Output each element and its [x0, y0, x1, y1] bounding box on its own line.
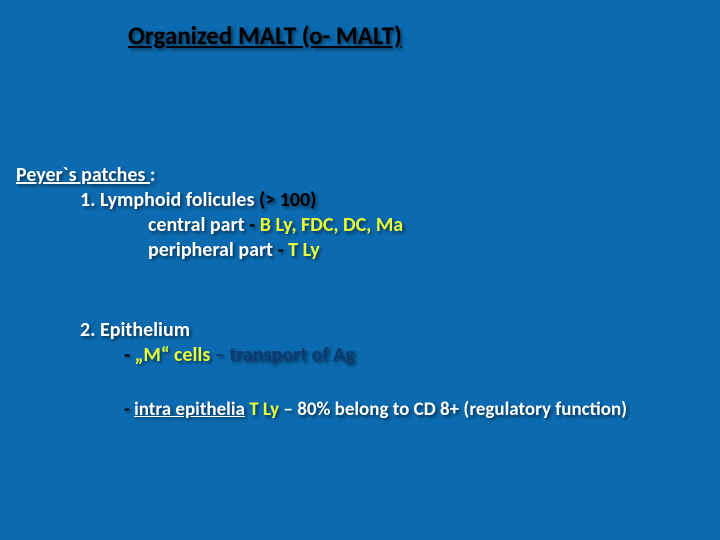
text-span: - — [124, 343, 135, 367]
text-span: central part — [148, 213, 245, 237]
text-span: : — [150, 163, 156, 187]
text-span: „M“ cells — [135, 343, 215, 367]
text-span: T Ly — [245, 398, 284, 421]
text-span: – 80% belong to CD 8+ (regulatory functi… — [283, 398, 627, 421]
text-span: B Ly, FDC, DC, Ma — [260, 213, 403, 237]
text-line-6: - intra epithelia T Ly – 80% belong to C… — [124, 398, 627, 421]
text-span: Peyer`s patches — [16, 163, 150, 187]
text-span: – transport of Ag — [215, 343, 355, 367]
text-span: - — [245, 213, 260, 237]
text-span: peripheral part — [148, 238, 278, 262]
text-line-0: Peyer`s patches : — [16, 163, 155, 187]
slide: Organized MALT (o- MALT) Peyer`s patches… — [0, 0, 720, 540]
text-span: - — [278, 238, 289, 262]
text-span: (> 100) — [254, 188, 316, 212]
text-span: intra epithelia — [134, 398, 245, 421]
text-span: T Ly — [288, 238, 320, 262]
text-line-2: central part - B Ly, FDC, DC, Ma — [148, 213, 403, 237]
text-span: 2. Epithelium — [80, 318, 190, 342]
text-line-3: peripheral part - T Ly — [148, 238, 320, 262]
text-span: 1. Lymphoid folicules — [80, 188, 254, 212]
text-line-4: 2. Epithelium — [80, 318, 190, 342]
text-span: - — [124, 398, 134, 421]
slide-title: Organized MALT (o- MALT) — [128, 20, 402, 51]
text-line-1: 1. Lymphoid folicules (> 100) — [80, 188, 316, 212]
text-line-5: - „M“ cells – transport of Ag — [124, 343, 355, 367]
